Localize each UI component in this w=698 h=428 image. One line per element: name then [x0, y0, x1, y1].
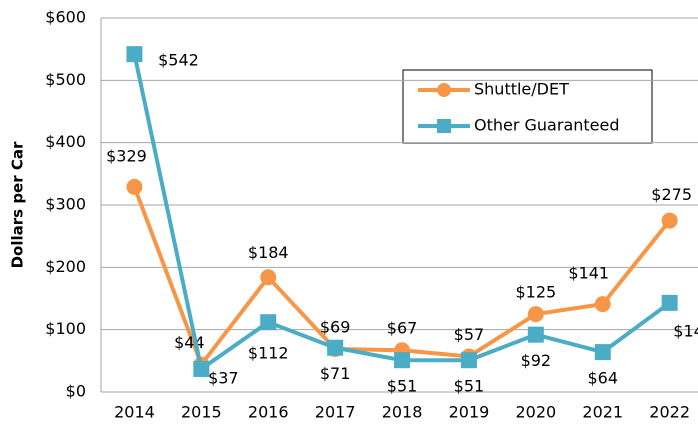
x-tick-label: 2017	[315, 403, 356, 422]
marker	[527, 306, 544, 323]
marker	[193, 360, 210, 377]
legend-label: Shuttle/DET	[474, 80, 569, 99]
data-label: $51	[454, 377, 485, 396]
marker	[327, 339, 344, 356]
x-tick-label: 2014	[114, 403, 155, 422]
data-label: $44	[174, 333, 205, 352]
marker	[126, 178, 143, 195]
y-tick-label: $0	[66, 382, 86, 401]
data-label: $141	[568, 264, 609, 283]
data-label: $542	[158, 51, 199, 70]
marker	[594, 344, 611, 361]
marker	[527, 326, 544, 343]
y-axis-label: Dollars per Car	[9, 141, 27, 268]
data-label: $67	[387, 319, 418, 338]
data-label: $64	[587, 369, 618, 388]
x-tick-label: 2022	[649, 403, 690, 422]
x-tick-label: 2015	[181, 403, 222, 422]
data-label: $92	[521, 351, 552, 370]
legend-marker	[437, 119, 451, 133]
x-tick-label: 2018	[382, 403, 423, 422]
x-tick-label: 2021	[582, 403, 623, 422]
y-tick-label: $300	[45, 195, 86, 214]
legend-label: Other Guaranteed	[474, 116, 620, 135]
data-label: $112	[248, 344, 289, 363]
data-label: $143	[673, 321, 698, 340]
x-tick-label: 2020	[515, 403, 556, 422]
data-label: $125	[515, 283, 556, 302]
data-label: $329	[106, 146, 147, 165]
marker	[661, 212, 678, 229]
marker	[394, 352, 411, 369]
marker	[126, 46, 143, 63]
data-label: $57	[454, 325, 485, 344]
marker	[594, 296, 611, 313]
y-tick-label: $500	[45, 70, 86, 89]
data-label: $69	[320, 317, 351, 336]
x-tick-label: 2016	[248, 403, 289, 422]
x-tick-label: 2019	[449, 403, 490, 422]
marker	[460, 352, 477, 369]
marker	[260, 269, 277, 286]
y-tick-label: $100	[45, 319, 86, 338]
marker	[661, 294, 678, 311]
y-tick-label: $400	[45, 132, 86, 151]
data-label: $184	[248, 243, 289, 262]
data-label: $275	[651, 185, 692, 204]
y-tick-label: $200	[45, 257, 86, 276]
data-label: $37	[208, 368, 239, 387]
data-label: $51	[387, 377, 418, 396]
y-tick-label: $600	[45, 8, 86, 27]
data-label: $71	[320, 364, 351, 383]
marker	[260, 314, 277, 331]
legend-marker	[437, 83, 451, 97]
